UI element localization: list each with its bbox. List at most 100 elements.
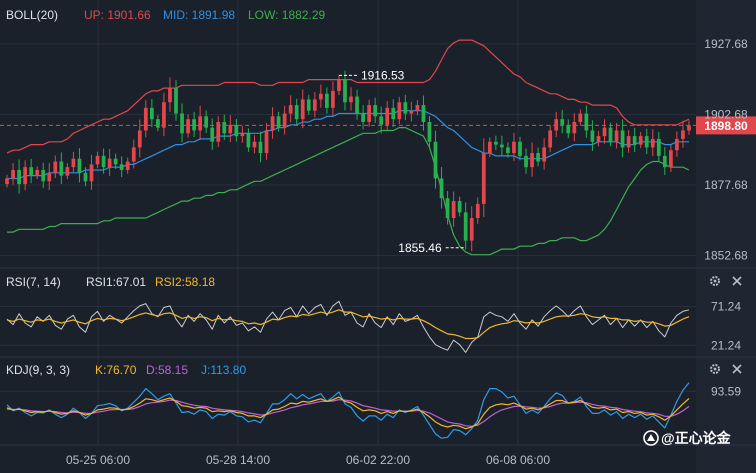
candle <box>391 99 396 128</box>
high-marker-label: 1916.53 <box>361 68 405 82</box>
candle <box>367 99 371 127</box>
candle <box>162 92 166 137</box>
current-price-label: 1898.80 <box>704 119 748 133</box>
candle <box>325 87 329 114</box>
time-tick-label: 06-08 06:00 <box>486 453 550 467</box>
bollinger-bands <box>6 39 690 256</box>
candle <box>379 106 384 134</box>
candle <box>210 118 215 151</box>
candle <box>506 142 510 158</box>
kdj-legend: KDJ(9, 3, 3) K:76.70 D:58.15 J:113.80 <box>6 363 246 377</box>
time-tick-label: 05-25 06:00 <box>66 453 130 467</box>
candle <box>234 118 239 142</box>
boll-upper-line <box>6 39 690 154</box>
candle <box>524 148 528 174</box>
candle <box>542 138 547 170</box>
candle <box>125 157 130 174</box>
candle <box>554 111 559 138</box>
candle <box>584 105 589 138</box>
candle <box>650 129 655 157</box>
candle <box>572 113 577 142</box>
candle <box>681 120 685 148</box>
price-tick-label: 1877.68 <box>704 178 748 192</box>
candle <box>662 147 667 176</box>
candle <box>300 89 305 129</box>
candles <box>5 70 691 252</box>
price-tick-label: 1927.68 <box>704 37 748 51</box>
candle <box>5 174 9 188</box>
candle <box>174 80 178 121</box>
candle <box>149 99 154 128</box>
candle <box>137 119 142 158</box>
boll-lower-line <box>7 126 690 256</box>
candle <box>463 202 468 250</box>
candle <box>41 162 46 188</box>
candle <box>252 135 257 154</box>
candle <box>222 114 227 140</box>
candle <box>101 148 106 174</box>
candle <box>439 167 444 209</box>
candle <box>89 154 94 190</box>
watermark-logo-icon <box>643 430 659 446</box>
candle <box>397 96 402 125</box>
candle <box>373 97 378 123</box>
boll-legend: BOLL(20) UP: 1901.66 MID: 1891.98 LOW: 1… <box>6 8 325 22</box>
rsi-lines <box>6 300 690 353</box>
candle <box>500 135 504 156</box>
candle <box>246 128 251 152</box>
boll-low-value: LOW: 1882.29 <box>248 8 325 22</box>
kdj-close-icon[interactable] <box>732 364 742 374</box>
candle <box>669 144 673 173</box>
candle <box>644 128 649 155</box>
low-marker-label: 1855.46 <box>398 241 442 255</box>
rsi-settings-gear-icon[interactable] <box>710 276 720 286</box>
price-tick-label: 1852.68 <box>704 249 748 263</box>
candle <box>566 119 571 139</box>
watermark-logo-mark <box>647 434 655 441</box>
rsi-legend: RSI(7, 14) RSI1:67.01 RSI2:58.18 <box>6 275 215 289</box>
candle <box>512 133 516 161</box>
candle <box>578 109 583 126</box>
current-price-tag <box>696 116 756 135</box>
candle <box>493 135 498 151</box>
candle <box>53 155 58 179</box>
kdj-k-line <box>6 396 690 430</box>
candle <box>415 99 420 116</box>
candle <box>590 120 595 151</box>
candle <box>228 115 233 143</box>
candle <box>343 70 347 111</box>
candle <box>656 132 661 162</box>
candle <box>35 166 40 179</box>
kdj-lines <box>6 382 690 439</box>
candle <box>264 122 269 160</box>
price-tick-label: 1902.68 <box>704 107 748 121</box>
candle <box>119 156 124 178</box>
candle <box>626 130 631 153</box>
candle <box>481 138 486 218</box>
candle <box>632 127 637 153</box>
kdj-settings-gear-icon[interactable] <box>710 364 720 374</box>
candle <box>421 95 426 131</box>
kdj-title: KDJ(9, 3, 3) <box>6 363 70 377</box>
time-tick-label: 06-02 22:00 <box>346 453 410 467</box>
candle <box>608 122 613 147</box>
candle <box>403 94 408 121</box>
candle <box>216 116 221 147</box>
rsi-close-icon[interactable] <box>732 276 742 286</box>
candle <box>638 132 643 149</box>
candle <box>548 125 553 153</box>
price-markers: 1898.80 1916.53 1855.46 <box>0 68 756 255</box>
axis-labels: 1927.68 1902.68 1877.68 1852.68 71.24 21.24 93… <box>66 37 748 467</box>
candle <box>602 119 607 144</box>
candle <box>59 152 64 184</box>
candle <box>192 111 196 138</box>
price-axis-area[interactable] <box>696 0 756 473</box>
candle <box>282 105 287 135</box>
candle <box>614 123 619 149</box>
rsi1-value: RSI1:67.01 <box>86 275 146 289</box>
candle <box>95 151 100 169</box>
candle <box>258 131 263 163</box>
candle <box>143 100 148 138</box>
kdj-d-value: D:58.15 <box>146 363 188 377</box>
